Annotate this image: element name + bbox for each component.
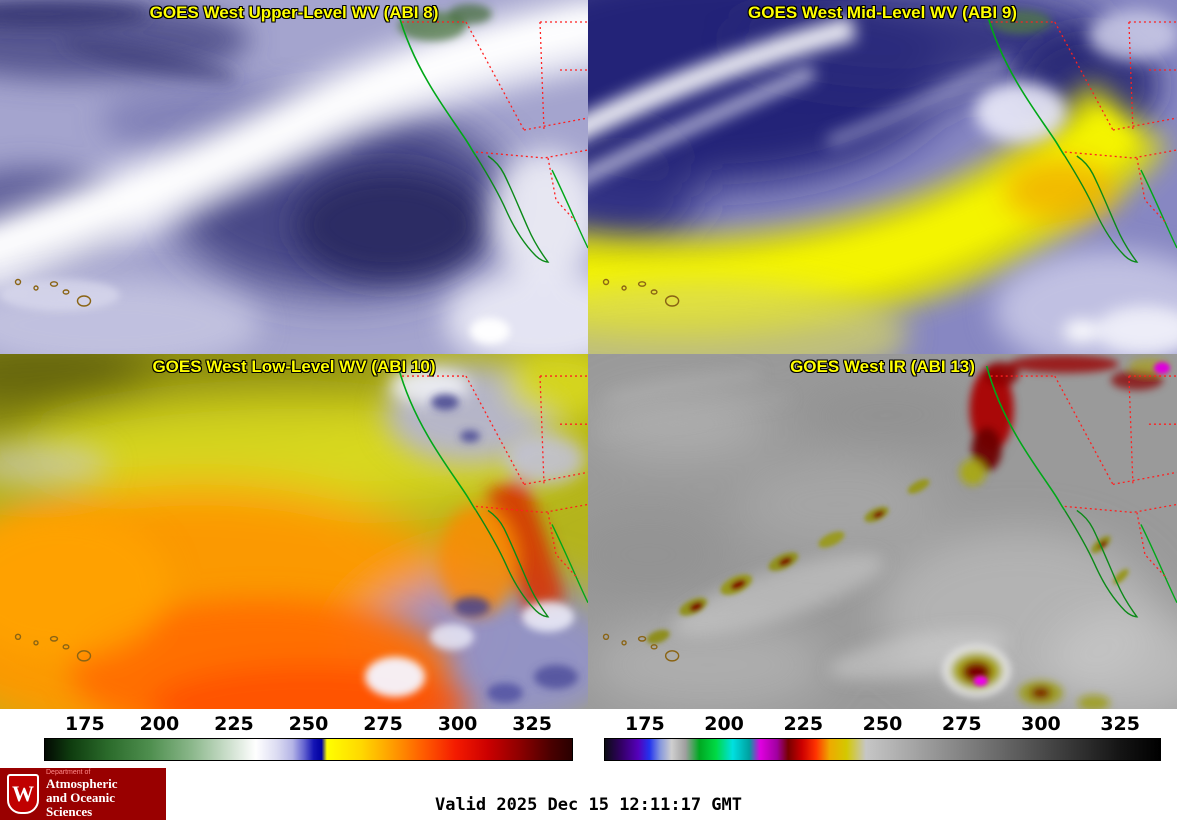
logo-department-of: Department of [46,769,91,777]
tick-label: 325 [1100,713,1140,735]
satellite-image-mid-wv [588,0,1177,354]
tick-label: 300 [437,713,478,735]
logo-atmospheric: Atmospheric [46,775,118,791]
tick-label: 325 [512,713,552,735]
tick-label: 250 [288,713,329,735]
satellite-image-upper-wv [0,0,588,354]
tick-label: 175 [65,713,105,735]
ir-colorbar-gradient [604,738,1161,761]
logo-oceanic-sciences: and Oceanic Sciences [46,789,115,819]
satellite-image-ir [588,354,1177,709]
wv-colorbar-ticks: 175 200 225 250 275 300 325 [44,712,573,736]
wv-colorbar-gradient [44,738,573,761]
tick-label: 200 [704,713,744,735]
panel-upper-level-wv: GOES West Upper-Level WV (ABI 8) [0,0,588,354]
ir-colorbar: 175 200 225 250 275 300 325 [604,712,1161,761]
panel-mid-level-wv: GOES West Mid-Level WV (ABI 9) [588,0,1177,354]
panel-title-upper-wv: GOES West Upper-Level WV (ABI 8) [149,3,439,22]
crest-letter: W [12,781,34,806]
wisconsin-crest-icon: W [7,774,39,814]
logo-text: Department of Atmospheric and Oceanic Sc… [46,769,159,819]
tick-label: 225 [783,713,824,735]
tick-label: 300 [1021,713,1061,735]
tick-label: 200 [139,713,180,735]
tick-label: 175 [625,713,665,735]
tick-label: 275 [941,713,982,735]
satellite-image-low-wv [0,354,588,709]
panel-title-ir: GOES West IR (ABI 13) [790,357,975,376]
panel-title-low-wv: GOES West Low-Level WV (ABI 10) [152,357,436,376]
tick-label: 275 [363,713,403,735]
panel-grid: GOES West Upper-Level WV (ABI 8) [0,0,1177,709]
panel-ir: GOES West IR (ABI 13) [588,354,1177,709]
wv-colorbar: 175 200 225 250 275 300 325 [44,712,573,761]
aos-department-logo: W Department of Atmospheric and Oceanic … [0,768,166,820]
panel-low-level-wv: GOES West Low-Level WV (ABI 10) [0,354,588,709]
tick-label: 225 [214,713,254,735]
panel-title-mid-wv: GOES West Mid-Level WV (ABI 9) [748,3,1017,22]
ir-colorbar-ticks: 175 200 225 250 275 300 325 [604,712,1161,736]
tick-label: 250 [862,713,903,735]
valid-time-label: Valid 2025 Dec 15 12:11:17 GMT [434,795,743,815]
